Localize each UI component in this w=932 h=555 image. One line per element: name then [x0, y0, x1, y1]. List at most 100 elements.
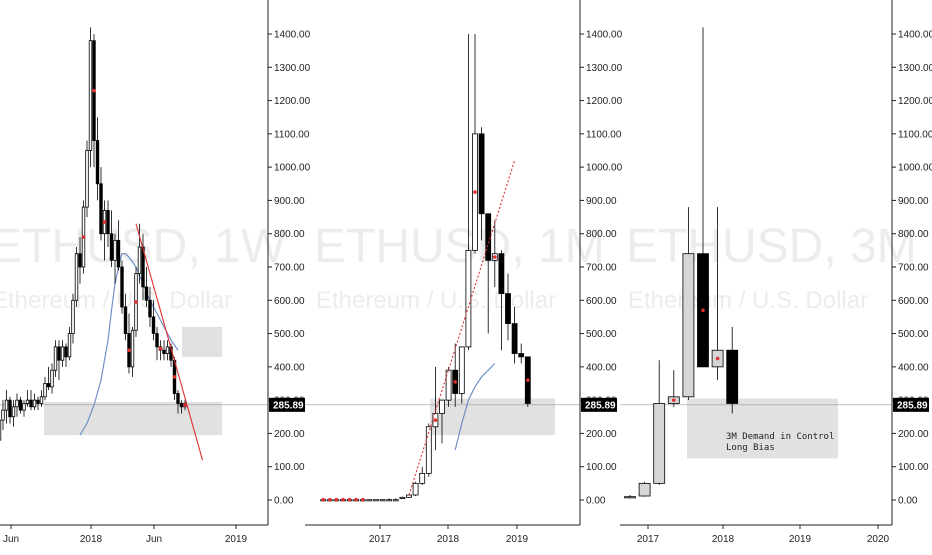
signal-marker — [102, 220, 107, 224]
price-tick-label: 600.00 — [898, 296, 929, 307]
watermark-name: Ethereum / U.S. Dollar — [0, 287, 232, 314]
candle-body — [386, 499, 393, 502]
signal-marker — [347, 497, 352, 502]
candle-body — [64, 346, 68, 358]
price-tick-label: 100.00 — [898, 462, 929, 473]
candle-body — [113, 239, 117, 261]
zone-annotation: Long Bias — [726, 443, 775, 453]
candle-body — [74, 253, 79, 301]
price-tick-label: 200.00 — [586, 429, 617, 440]
signal-marker — [328, 497, 332, 502]
price-tick-label: 1300.00 — [274, 63, 311, 74]
candle-body — [144, 286, 149, 301]
candle-body — [32, 399, 37, 408]
price-tick-label: 400.00 — [898, 362, 929, 373]
candle-body — [366, 499, 373, 502]
signal-marker — [493, 255, 497, 259]
candle-body — [22, 403, 26, 411]
candle-body — [88, 40, 93, 151]
price-tick-label: 700.00 — [274, 263, 305, 274]
candle-body — [638, 482, 651, 497]
price-tick-label: 400.00 — [586, 362, 617, 373]
candle-body — [148, 299, 152, 318]
time-tick-label: 2018 — [712, 534, 735, 545]
candle-body — [120, 266, 124, 308]
candle-body — [99, 183, 103, 235]
candle-body — [379, 499, 386, 502]
candle-body — [18, 399, 23, 411]
candle-body — [123, 306, 128, 334]
candle-body — [412, 482, 419, 496]
trend-line — [135, 223, 204, 461]
price-tick-label: 1400.00 — [586, 30, 623, 41]
candle-body — [0, 419, 2, 441]
price-tick-label: 1200.00 — [586, 96, 623, 107]
watermark-symbol: ETHUSD, 1M — [314, 220, 605, 273]
candle-body — [458, 346, 465, 394]
demand-zone — [687, 398, 838, 459]
chart-panel-2: ETHUSD, 1M Ethereum / U.S. Dollar 1400.00 1… — [305, 0, 623, 545]
price-tick-label: 900.00 — [898, 196, 929, 207]
candle-body — [95, 140, 100, 185]
signal-marker — [715, 356, 720, 361]
last-price-badge — [269, 397, 305, 412]
candle-body — [57, 346, 61, 361]
price-tick-label: 1000.00 — [274, 163, 311, 174]
signal-marker — [127, 348, 131, 353]
price-tick-label: 1300.00 — [898, 63, 932, 74]
candle-body — [67, 333, 72, 358]
candle-body — [11, 406, 16, 418]
candle-body — [36, 399, 40, 404]
candle-body — [130, 329, 135, 368]
candle-body — [4, 399, 9, 411]
candle-body — [445, 369, 452, 401]
price-tick-label: 800.00 — [586, 229, 617, 240]
time-tick-label: Jun — [3, 534, 19, 545]
price-tick-label: 700.00 — [586, 263, 617, 274]
candle-body — [46, 383, 51, 388]
last-price-label: 285.89 — [897, 400, 928, 411]
signal-marker — [172, 375, 177, 379]
candle-body — [439, 399, 445, 414]
candle-body — [682, 253, 695, 398]
last-price-badge — [581, 397, 617, 412]
candle-body — [15, 399, 19, 408]
signal-marker — [81, 235, 86, 239]
signal-marker — [672, 398, 676, 402]
candle-body — [425, 426, 432, 474]
candle-body — [50, 369, 54, 388]
last-price-label: 285.89 — [273, 400, 304, 411]
signal-marker — [158, 346, 163, 351]
trend-line — [408, 160, 516, 496]
price-tick-label: 600.00 — [586, 296, 617, 307]
signal-marker — [92, 88, 96, 93]
time-tick-label: 2018 — [80, 534, 103, 545]
candle-body — [653, 403, 666, 484]
last-price-label: 285.89 — [585, 400, 616, 411]
price-tick-label: 0.00 — [274, 496, 294, 507]
candle-body — [373, 499, 379, 502]
price-tick-label: 900.00 — [586, 196, 617, 207]
watermark-name: Ethereum / U.S. Dollar — [316, 287, 556, 314]
price-tick-label: 100.00 — [586, 462, 617, 473]
candle-body — [60, 346, 65, 361]
price-tick-label: 0.00 — [586, 496, 606, 507]
candle-body — [465, 249, 472, 348]
moving-average-line — [79, 253, 179, 436]
candle-body — [498, 253, 505, 295]
demand-zone — [44, 401, 222, 436]
candle-body — [85, 150, 89, 208]
candle-body — [162, 349, 166, 354]
candle-body — [176, 393, 180, 404]
moving-average-line — [454, 363, 496, 451]
time-tick-label: 2019 — [225, 534, 248, 545]
price-tick-label: 700.00 — [898, 263, 929, 274]
signal-marker — [453, 380, 458, 384]
time-tick-label: 2017 — [369, 534, 392, 545]
time-tick-label: 2018 — [437, 534, 460, 545]
candle-body — [151, 316, 156, 334]
candle-body — [53, 346, 58, 371]
price-tick-label: 600.00 — [274, 296, 305, 307]
price-tick-label: 800.00 — [898, 229, 929, 240]
